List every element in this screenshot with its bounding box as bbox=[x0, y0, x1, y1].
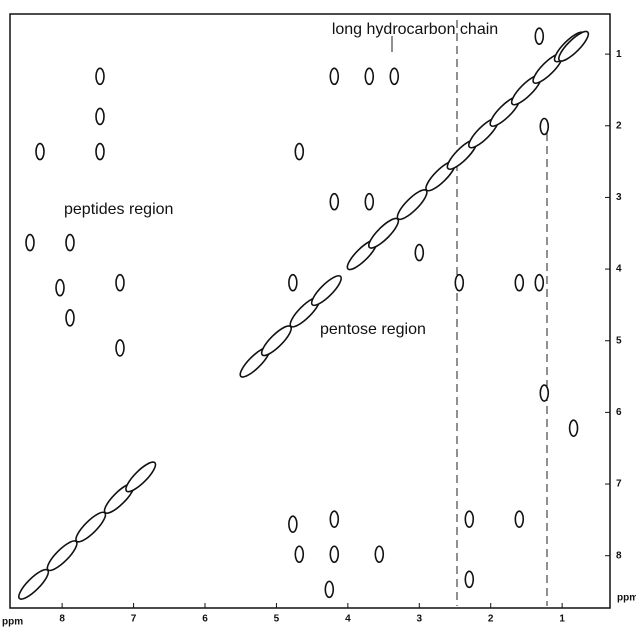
cross-peak bbox=[329, 510, 340, 528]
cross-peak bbox=[414, 243, 425, 262]
y-tick-label: 7 bbox=[616, 479, 622, 490]
cross-peak bbox=[260, 325, 292, 357]
annotation: pentose region bbox=[320, 321, 426, 338]
x-axis-label: ppm bbox=[2, 617, 23, 628]
y-tick-label: 6 bbox=[616, 407, 622, 418]
cross-peak bbox=[514, 273, 525, 292]
cross-peak bbox=[534, 27, 545, 46]
y-axis-label: ppm bbox=[617, 593, 636, 604]
cross-peak bbox=[75, 511, 107, 543]
cross-peak bbox=[329, 192, 340, 211]
y-tick-label: 8 bbox=[616, 550, 622, 561]
cross-peak bbox=[329, 545, 340, 564]
cross-peak bbox=[294, 545, 305, 564]
cross-peak bbox=[115, 339, 125, 357]
x-tick-label: 5 bbox=[274, 614, 280, 625]
plot-frame bbox=[9, 13, 611, 609]
x-tick-label: 6 bbox=[202, 614, 208, 625]
cross-peak bbox=[454, 273, 465, 292]
cross-peak bbox=[35, 142, 45, 161]
cross-peak bbox=[65, 233, 75, 252]
y-tick-label: 2 bbox=[616, 120, 622, 131]
cross-peak bbox=[95, 107, 105, 126]
x-tick-label: 1 bbox=[559, 614, 565, 625]
cross-peak bbox=[396, 189, 428, 221]
x-tick-label: 3 bbox=[417, 614, 423, 625]
cross-peak bbox=[568, 419, 579, 437]
cross-peak bbox=[364, 67, 375, 86]
cross-peak bbox=[310, 275, 342, 307]
cross-peak bbox=[95, 67, 105, 86]
cross-peak bbox=[464, 510, 475, 528]
annotation: long hydrocarbon chain bbox=[332, 21, 498, 38]
x-tick-label: 7 bbox=[131, 614, 137, 625]
cross-peak bbox=[539, 117, 550, 136]
cross-peak bbox=[558, 30, 590, 62]
cross-peak bbox=[374, 545, 385, 564]
cross-peak bbox=[95, 142, 105, 161]
cross-peak bbox=[288, 273, 298, 292]
x-tick-label: 4 bbox=[345, 614, 351, 625]
cross-peak bbox=[324, 580, 335, 599]
cross-peak bbox=[288, 515, 298, 533]
x-tick-label: 2 bbox=[488, 614, 494, 625]
cross-peak bbox=[115, 273, 125, 292]
cross-peak bbox=[25, 233, 35, 252]
cross-peak bbox=[534, 273, 545, 292]
annotation: peptides region bbox=[64, 201, 173, 218]
cross-peak bbox=[464, 570, 475, 589]
cross-peak bbox=[389, 67, 400, 86]
cross-peak bbox=[65, 309, 75, 327]
cross-peak bbox=[539, 384, 550, 402]
cross-peak bbox=[18, 568, 50, 600]
y-tick-label: 5 bbox=[616, 335, 622, 346]
cross-peak bbox=[125, 461, 157, 493]
cross-peak bbox=[364, 192, 375, 211]
cross-peak bbox=[514, 510, 525, 528]
cross-peak bbox=[294, 142, 305, 161]
y-tick-label: 4 bbox=[616, 264, 622, 275]
cross-peak bbox=[55, 278, 65, 297]
cross-peak bbox=[368, 217, 400, 249]
cross-peak bbox=[329, 67, 340, 86]
cross-peak bbox=[46, 540, 78, 572]
y-tick-label: 1 bbox=[616, 49, 622, 60]
y-tick-label: 3 bbox=[616, 192, 622, 203]
x-tick-label: 8 bbox=[59, 614, 65, 625]
